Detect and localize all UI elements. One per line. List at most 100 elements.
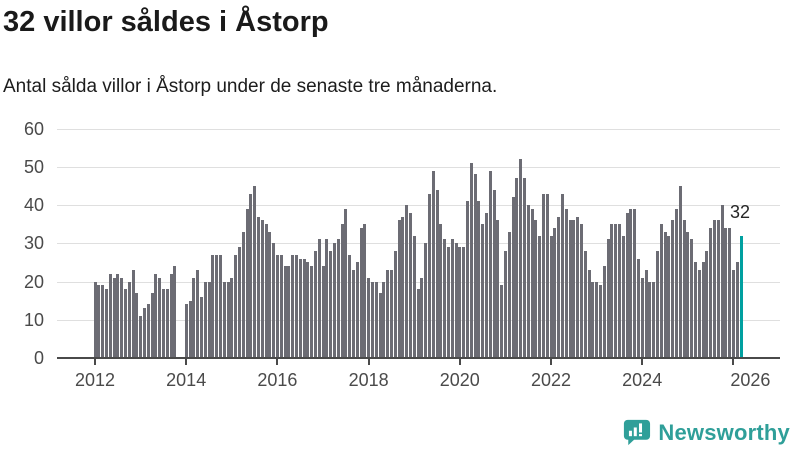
bar: [659, 224, 663, 358]
bar: [412, 236, 416, 358]
bar: [458, 247, 462, 358]
bar: [135, 293, 139, 358]
bar: [142, 308, 146, 358]
bar: [97, 285, 101, 358]
bar: [663, 232, 667, 358]
chart-subtitle: Antal sålda villor i Åstorp under de sen…: [3, 76, 498, 97]
bar: [332, 243, 336, 358]
bar: [260, 220, 264, 358]
bar: [313, 251, 317, 358]
bar: [473, 174, 477, 358]
bar: [249, 194, 253, 358]
bar: [268, 232, 272, 358]
bar: [530, 209, 534, 358]
bar: [557, 217, 561, 358]
x-axis-tick: [185, 359, 188, 365]
bar: [329, 251, 333, 358]
bar: [667, 236, 671, 358]
bar: [450, 239, 454, 358]
bar: [101, 285, 105, 358]
bar: [427, 194, 431, 358]
bar: [203, 282, 207, 358]
bar: [420, 278, 424, 358]
x-axis-tick-label: 2012: [74, 370, 116, 390]
bar: [576, 217, 580, 358]
bar: [108, 274, 112, 358]
bar: [606, 239, 610, 358]
bar: [671, 220, 675, 358]
bar: [465, 201, 469, 358]
gridline: [57, 281, 780, 283]
bar: [234, 255, 238, 358]
bar: [477, 201, 481, 358]
bar: [382, 282, 386, 358]
bar: [389, 270, 393, 358]
bar: [549, 236, 553, 358]
bar: [716, 220, 720, 358]
newsworthy-logo-icon: [621, 417, 652, 448]
bar: [686, 232, 690, 358]
y-axis-tick-label: 40: [23, 195, 44, 216]
bar: [629, 209, 633, 358]
y-axis-tick-label: 0: [33, 348, 44, 368]
y-axis-tick-label: 60: [23, 118, 44, 139]
bar: [481, 224, 485, 358]
bar: [211, 255, 215, 358]
bar: [131, 270, 135, 358]
bar: [697, 270, 701, 358]
bar: [602, 266, 606, 358]
bar: [401, 217, 405, 358]
bar: [104, 289, 108, 358]
bar: [169, 274, 173, 358]
bar: [336, 239, 340, 358]
x-axis-tick-label: 2014: [166, 370, 207, 390]
bar: [291, 255, 295, 358]
bar: [120, 278, 124, 358]
bar: [560, 194, 564, 358]
x-axis-tick: [94, 359, 96, 365]
bar: [724, 228, 728, 358]
x-axis-tick-label: 2016: [257, 370, 298, 390]
bar: [173, 266, 177, 358]
bar: [378, 293, 382, 358]
bar: [655, 251, 659, 358]
bar: [579, 224, 583, 358]
y-axis-tick-label: 10: [23, 309, 44, 330]
bar: [359, 228, 363, 358]
bar: [351, 270, 355, 358]
bar: [564, 209, 568, 358]
bar: [522, 178, 526, 358]
bar: [146, 304, 150, 358]
bar: [644, 270, 648, 358]
bar: [294, 255, 298, 358]
x-axis-tick-label: 2020: [439, 370, 480, 390]
bar: [344, 209, 348, 358]
bar: [218, 255, 222, 358]
bar: [397, 220, 401, 358]
bar: [534, 220, 538, 358]
bar: [272, 243, 276, 358]
bar: [617, 224, 621, 358]
x-axis-tick-label: 2024: [622, 370, 663, 390]
bar: [515, 178, 519, 358]
brand-name: Newsworthy: [658, 419, 790, 445]
x-axis-tick-label: 2022: [530, 370, 572, 390]
bar: [188, 301, 192, 358]
bar: [587, 270, 591, 358]
bar: [393, 251, 397, 358]
bar: [633, 209, 637, 358]
bar: [253, 186, 257, 358]
bar: [298, 259, 302, 358]
bar: [192, 278, 196, 358]
bar: [310, 266, 314, 358]
bar: [230, 278, 234, 358]
bar: [226, 282, 230, 358]
bar: [731, 270, 735, 358]
bar: [256, 217, 260, 358]
x-axis-tick-label: 2018: [348, 370, 389, 390]
bar: [355, 262, 359, 358]
bar: [469, 163, 473, 358]
bar: [610, 224, 614, 358]
bar: [431, 171, 435, 358]
bar: [728, 228, 732, 358]
